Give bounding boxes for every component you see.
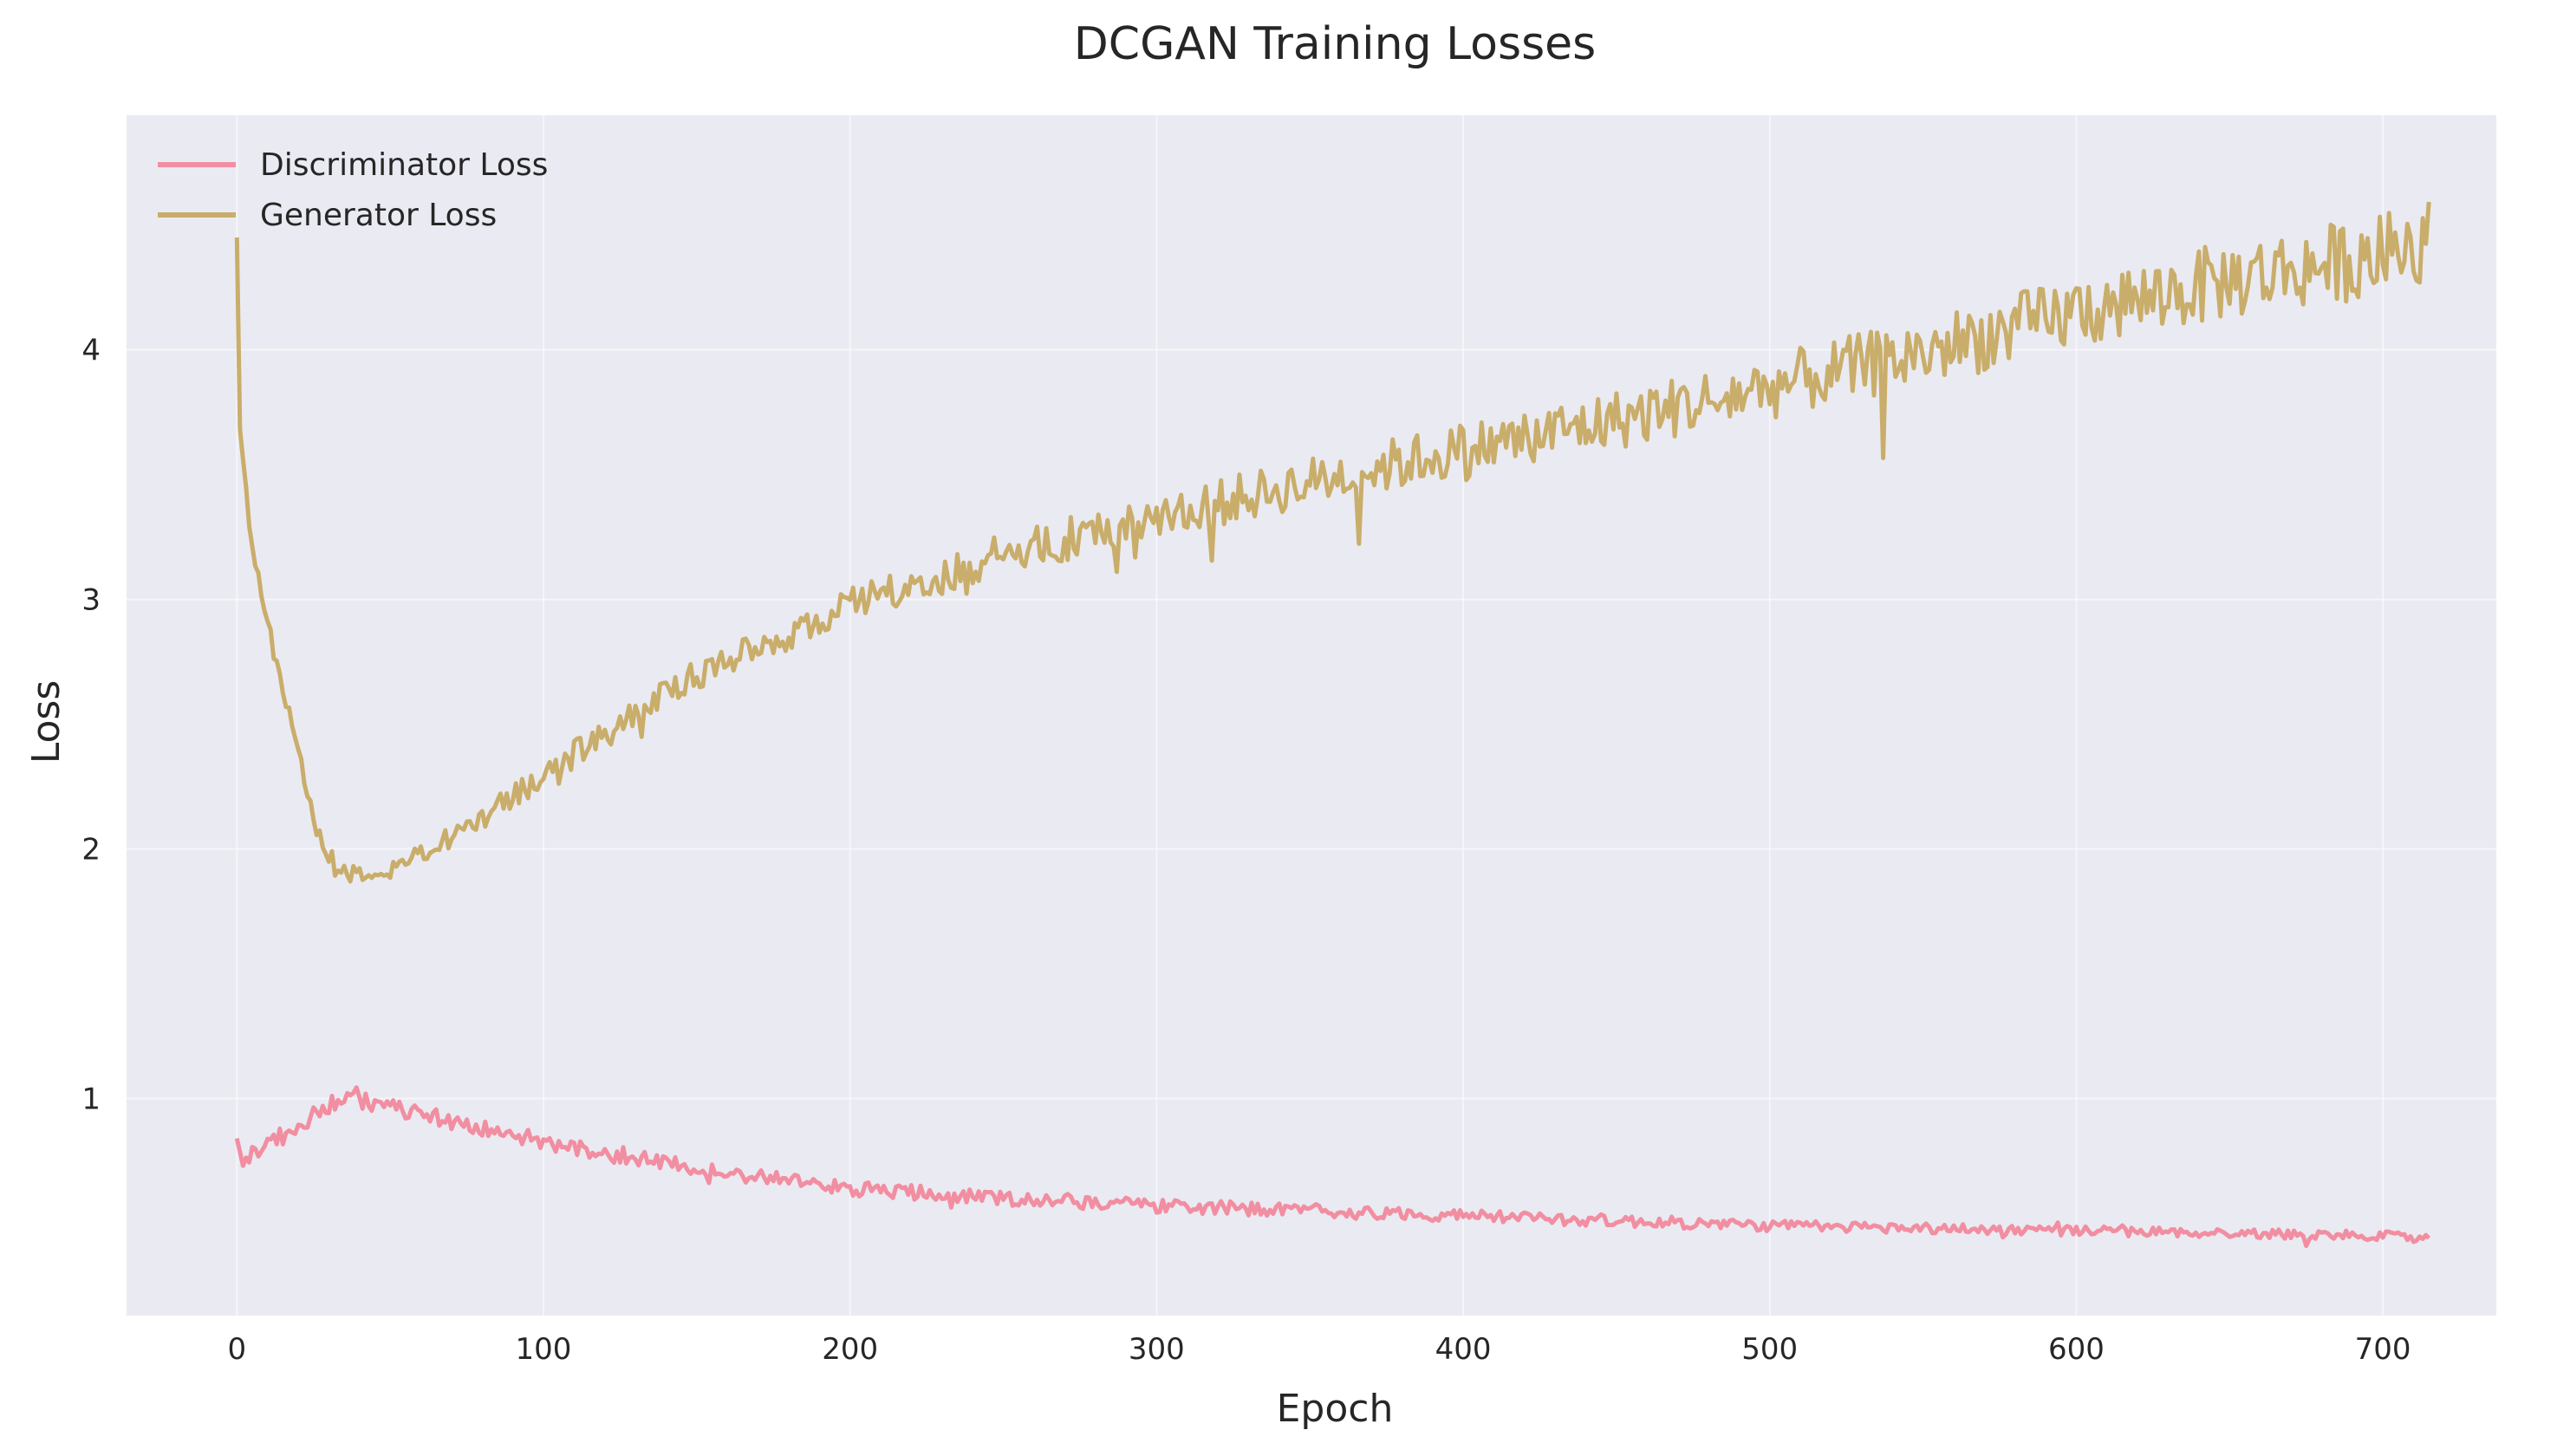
x-axis-title: Epoch (1277, 1387, 1394, 1431)
x-tick-label: 500 (1741, 1332, 1798, 1367)
series-line-discriminator (234, 1085, 2430, 1249)
x-tick-label: 700 (2355, 1332, 2411, 1367)
y-tick-label: 2 (81, 833, 101, 868)
series-layer (234, 201, 2431, 1249)
x-tick-label: 0 (228, 1332, 247, 1367)
x-tick-label: 600 (2048, 1332, 2105, 1367)
chart-title: DCGAN Training Losses (1074, 18, 1597, 70)
y-tick-label: 4 (81, 334, 101, 368)
x-tick-label: 200 (822, 1332, 878, 1367)
x-tick-label: 100 (516, 1332, 572, 1367)
y-tick-label: 3 (81, 583, 101, 618)
legend-label: Generator Loss (260, 198, 497, 233)
x-tick-label: 400 (1435, 1332, 1492, 1367)
grid (127, 115, 2496, 1316)
legend: Discriminator Loss Generator Loss (158, 147, 548, 233)
series-line-generator (234, 201, 2431, 884)
x-tick-label: 300 (1129, 1332, 1185, 1367)
y-axis-title: Loss (24, 680, 68, 764)
y-tick-label: 1 (81, 1082, 101, 1116)
legend-label: Discriminator Loss (260, 147, 548, 183)
tick-labels: 0 100 200 300 400 500 600 700 1 2 3 4 (81, 334, 2411, 1367)
